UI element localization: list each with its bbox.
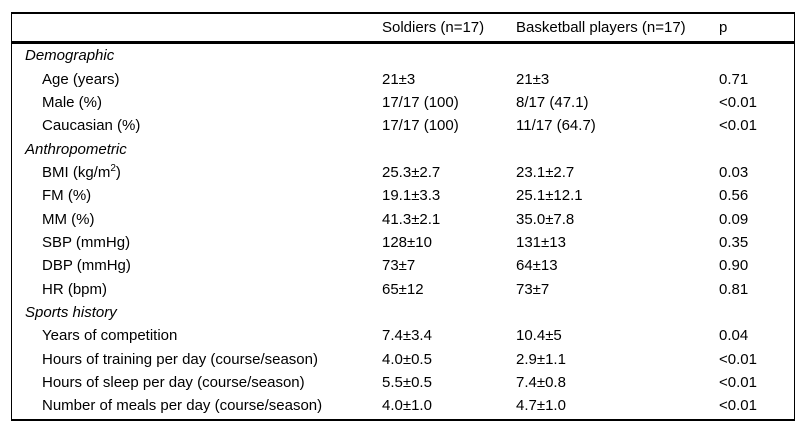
table-row: MM (%) 41.3±2.1 35.0±7.8 0.09 <box>12 207 794 230</box>
p-value-cell: 0.09 <box>719 210 749 228</box>
section-title: Sports history <box>25 303 117 321</box>
row-label: Male (%) <box>42 93 103 111</box>
header-basketball-players: Basketball players (n=17) <box>516 19 686 36</box>
p-value-cell: 0.56 <box>719 187 749 205</box>
row-label: Number of meals per day (course/season) <box>42 397 323 415</box>
header-soldiers: Soldiers (n=17) <box>382 19 485 36</box>
p-value-cell: <0.01 <box>719 93 757 111</box>
row-label: DBP (mmHg) <box>42 257 131 275</box>
soldiers-value-cell: 41.3±2.1 <box>382 210 441 228</box>
soldiers-value-cell: 4.0±1.0 <box>382 397 432 415</box>
row-label: Years of competition <box>42 327 178 345</box>
soldiers-value-cell: 17/17 (100) <box>382 93 459 111</box>
section-header-row: Sports history <box>12 301 794 324</box>
p-value-cell: <0.01 <box>719 373 757 391</box>
row-label: Hours of sleep per day (course/season) <box>42 373 305 391</box>
soldiers-value-cell: 5.5±0.5 <box>382 373 432 391</box>
soldiers-value-cell: 128±10 <box>382 233 432 251</box>
p-value-cell: 0.04 <box>719 327 749 345</box>
table-row: Male (%) 17/17 (100) 8/17 (47.1) <0.01 <box>12 91 794 114</box>
row-label: Caucasian (%) <box>42 117 141 135</box>
comparison-table: Soldiers (n=17) Basketball players (n=17… <box>11 12 795 421</box>
basketball-value-cell: 4.7±1.0 <box>516 397 566 415</box>
table-row: FM (%) 19.1±3.3 25.1±12.1 0.56 <box>12 184 794 207</box>
p-value-cell: 0.71 <box>719 70 749 88</box>
superscript: 2 <box>110 162 116 174</box>
table-body: Demographic Age (years) 21±3 21±3 0.71 Male (… <box>12 44 794 418</box>
row-label: Age (years) <box>42 70 120 88</box>
basketball-value-cell: 2.9±1.1 <box>516 350 566 368</box>
soldiers-value-cell: 4.0±0.5 <box>382 350 432 368</box>
basketball-value-cell: 23.1±2.7 <box>516 163 575 181</box>
table-row: Years of competition 7.4±3.4 10.4±5 0.04 <box>12 324 794 347</box>
basketball-value-cell: 11/17 (64.7) <box>516 117 596 135</box>
row-label: Hours of training per day (course/season… <box>42 350 318 368</box>
section-header-row: Demographic <box>12 44 794 67</box>
row-label: FM (%) <box>42 187 92 205</box>
section-title: Anthropometric <box>25 140 127 158</box>
p-value-cell: 0.90 <box>719 257 749 275</box>
table-row: HR (bpm) 65±12 73±7 0.81 <box>12 277 794 300</box>
basketball-value-cell: 25.1±12.1 <box>516 187 583 205</box>
basketball-value-cell: 7.4±0.8 <box>516 373 566 391</box>
basketball-value-cell: 8/17 (47.1) <box>516 93 589 111</box>
basketball-value-cell: 35.0±7.8 <box>516 210 575 228</box>
row-label: HR (bpm) <box>42 280 108 298</box>
table-row: BMI (kg/m2) 25.3±2.7 23.1±2.7 0.03 <box>12 161 794 184</box>
soldiers-value-cell: 25.3±2.7 <box>382 163 441 181</box>
soldiers-value-cell: 73±7 <box>382 257 416 275</box>
soldiers-value-cell: 21±3 <box>382 70 416 88</box>
soldiers-value-cell: 7.4±3.4 <box>382 327 432 345</box>
row-label: SBP (mmHg) <box>42 233 131 251</box>
p-value-cell: 0.03 <box>719 163 749 181</box>
section-header-row: Anthropometric <box>12 137 794 160</box>
p-value-cell: <0.01 <box>719 397 757 415</box>
header-p-value: p <box>719 19 728 36</box>
basketball-value-cell: 73±7 <box>516 280 550 298</box>
table-header-row: Soldiers (n=17) Basketball players (n=17… <box>12 14 794 44</box>
table-row: SBP (mmHg) 128±10 131±13 0.35 <box>12 231 794 254</box>
row-label: BMI (kg/m2) <box>42 162 121 181</box>
basketball-value-cell: 64±13 <box>516 257 558 275</box>
p-value-cell: <0.01 <box>719 350 757 368</box>
p-value-cell: 0.35 <box>719 233 749 251</box>
table-row: Caucasian (%) 17/17 (100) 11/17 (64.7) <0.0… <box>12 114 794 137</box>
p-value-cell: <0.01 <box>719 117 757 135</box>
basketball-value-cell: 10.4±5 <box>516 327 562 345</box>
table-row: DBP (mmHg) 73±7 64±13 0.90 <box>12 254 794 277</box>
table-row: Hours of training per day (course/season… <box>12 347 794 370</box>
basketball-value-cell: 131±13 <box>516 233 566 251</box>
table-row: Number of meals per day (course/season) 4… <box>12 394 794 417</box>
p-value-cell: 0.81 <box>719 280 749 298</box>
basketball-value-cell: 21±3 <box>516 70 550 88</box>
soldiers-value-cell: 65±12 <box>382 280 424 298</box>
table-row: Hours of sleep per day (course/season) 5.… <box>12 371 794 394</box>
section-title: Demographic <box>25 47 115 65</box>
soldiers-value-cell: 17/17 (100) <box>382 117 459 135</box>
table-row: Age (years) 21±3 21±3 0.71 <box>12 67 794 90</box>
row-label: MM (%) <box>42 210 95 228</box>
soldiers-value-cell: 19.1±3.3 <box>382 187 441 205</box>
